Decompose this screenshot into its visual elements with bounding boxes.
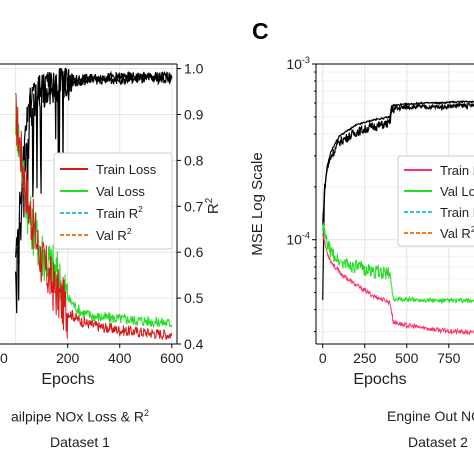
x-tick-label: 200 <box>56 350 80 366</box>
y-tick-label: 10-4 <box>286 231 310 248</box>
y2-tick-label: 1.0 <box>184 61 204 77</box>
legend-label-val-r2: Val R2 <box>96 226 132 243</box>
x-axis-label: Epochs <box>353 371 406 388</box>
y2-tick-label: 0.9 <box>184 106 204 122</box>
legend-box <box>397 155 474 247</box>
y-tick-label: 10-3 <box>286 55 310 72</box>
y2-axis-label: R2 <box>204 198 222 214</box>
legend-label-train-loss: Train Loss <box>440 163 474 178</box>
x-tick-label: 750 <box>437 350 461 366</box>
caption-left-text: ailpipe NOx Loss & R <box>10 408 145 425</box>
y2-tick-label: 0.8 <box>184 152 204 168</box>
legend-label-val-loss: Val Loss <box>440 184 474 199</box>
x-tick-label: 0 <box>319 350 327 366</box>
x-tick-label: 250 <box>353 350 377 366</box>
legend-label-val-r2: Val R2 <box>440 224 474 241</box>
x-tick-label-partial: 0 <box>0 350 8 366</box>
caption-left-line2: Dataset 1 <box>50 434 110 450</box>
series-line-val-r <box>15 68 173 314</box>
legend-label-train-r2: Train R2 <box>440 203 474 220</box>
series-line-train-loss <box>15 92 173 340</box>
x-axis-label: Epochs <box>41 371 94 388</box>
y-axis-label: MSE Log Scale <box>249 152 266 255</box>
caption-right-line2: Dataset 2 <box>408 434 468 450</box>
legend-label-train-r2: Train R2 <box>96 204 143 221</box>
y2-tick-label: 0.6 <box>184 244 204 260</box>
x-tick-label: 600 <box>160 350 184 366</box>
y2-tick-label: 0.4 <box>184 336 204 352</box>
panel-letter: C <box>252 18 269 44</box>
series-line-val-loss <box>322 222 474 305</box>
caption-left-sup: 2 <box>144 408 150 418</box>
legend-label-val-loss: Val Loss <box>96 184 145 199</box>
y2-tick-label: 0.7 <box>184 198 204 214</box>
legend-label-train-loss: Train Loss <box>96 162 157 177</box>
caption-right-line1: Engine Out NOx <box>387 408 474 424</box>
series-line-train-r <box>322 100 474 301</box>
x-tick-label: 400 <box>108 350 132 366</box>
legend-box <box>53 152 173 250</box>
caption-left-line1: ailpipe NOx Loss & R2 <box>0 408 200 425</box>
series-line-train-loss <box>322 233 474 336</box>
chart-panel-tailpipe: 0.4 0.5 0.6 0.7 0.8 0.9 1.0 R2 200 400 600 0 Epochs T… <box>0 61 222 388</box>
x-tick-label: 500 <box>395 350 419 366</box>
series-line-val-r <box>322 101 474 225</box>
chart-panel-engine-out: 10-4 10-3 MSE Log Scale 0 250 500 750 Epochs Tra… <box>249 55 474 388</box>
y2-tick-label: 0.5 <box>184 290 204 306</box>
